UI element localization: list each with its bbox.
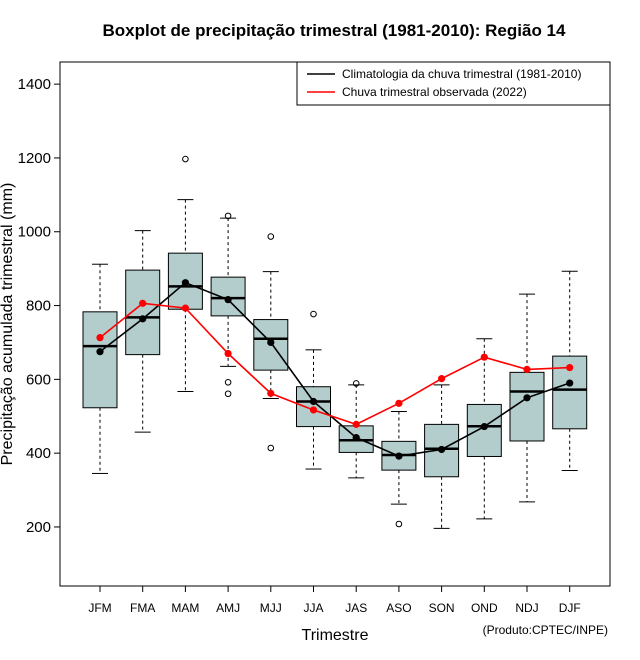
- series-point-climatologia: [96, 348, 104, 356]
- x-tick-label: JJA: [303, 601, 323, 615]
- series-point-observada: [267, 389, 275, 397]
- x-tick-label: MJJ: [260, 601, 282, 615]
- x-tick-label: JFM: [88, 601, 111, 615]
- series-point-climatologia: [523, 394, 531, 402]
- box-son: [424, 384, 460, 529]
- series-point-climatologia: [139, 315, 147, 323]
- series-point-observada: [523, 365, 531, 373]
- x-axis: JFM FMA MAM AMJ MJJ JJA JAS ASO SON OND NDJ DJF: [88, 586, 581, 615]
- y-tick-label: 800: [26, 298, 51, 315]
- series-point-climatologia: [352, 434, 360, 442]
- y-tick-label: 1000: [18, 224, 51, 241]
- box-aso: [381, 410, 417, 528]
- x-tick-label: ASO: [386, 601, 411, 615]
- series-line-climatologia: [99, 281, 570, 457]
- y-tick-label: 400: [26, 445, 51, 462]
- series-point-observada: [139, 299, 147, 307]
- legend-label-observada: Chuva trimestral observada (2022): [342, 85, 527, 99]
- box-iqr: [82, 311, 118, 409]
- series-point-climatologia: [566, 379, 574, 387]
- series-point-climatologia: [480, 422, 488, 431]
- series-point-observada: [480, 353, 488, 361]
- box-djf: [552, 270, 588, 471]
- y-tick-label: 1400: [18, 76, 51, 93]
- box-jas: [338, 380, 374, 479]
- box-jja: [296, 310, 331, 470]
- outlier-point: [267, 444, 275, 452]
- box-amj: [210, 212, 246, 398]
- credit-text: (Produto:CPTEC/INPE): [483, 623, 608, 637]
- y-axis-title: Precipitação acumulada trimestral (mm): [0, 183, 16, 466]
- series-point-observada: [395, 399, 403, 407]
- box-jfm: [82, 263, 118, 474]
- outlier-point: [224, 379, 232, 386]
- series-point-climatologia: [181, 279, 189, 287]
- box-mam: [167, 155, 203, 393]
- series-point-climatologia: [267, 338, 275, 347]
- series-point-observada: [181, 304, 189, 312]
- series-line-observada: [99, 302, 570, 426]
- y-tick-label: 200: [26, 519, 51, 536]
- outlier-point: [224, 212, 232, 220]
- legend-box: [296, 61, 611, 106]
- series-point-climatologia: [224, 296, 232, 304]
- series-point-observada: [438, 375, 446, 383]
- series-point-observada: [96, 334, 104, 342]
- series-point-observada: [352, 420, 360, 428]
- x-tick-label: OND: [471, 601, 498, 615]
- outlier-point: [224, 390, 232, 398]
- x-tick-label: NDJ: [515, 601, 538, 615]
- chart-title: Boxplot de precipitação trimestral (1981…: [103, 21, 566, 40]
- series-point-observada: [224, 349, 232, 358]
- series-point-climatologia: [395, 452, 403, 460]
- box-fma: [125, 230, 161, 433]
- x-tick-label: SON: [429, 601, 455, 615]
- series-point-climatologia: [438, 445, 446, 454]
- outlier-point: [395, 520, 403, 528]
- x-tick-label: MAM: [171, 601, 199, 615]
- outlier-point: [352, 380, 360, 387]
- x-tick-label: AMJ: [216, 601, 240, 615]
- outlier-point: [310, 310, 317, 318]
- series-point-climatologia: [309, 397, 318, 406]
- series-point-observada: [566, 363, 574, 372]
- series-layer: [96, 279, 574, 460]
- x-tick-label: JAS: [345, 601, 367, 615]
- x-axis-title: Trimestre: [302, 627, 369, 644]
- boxes-layer: [82, 155, 588, 529]
- x-tick-label: FMA: [130, 601, 155, 615]
- legend: Climatologia da chuva trimestral (1981-2…: [296, 61, 611, 106]
- legend-label-climatologia: Climatologia da chuva trimestral (1981-2…: [342, 67, 581, 81]
- outlier-point: [267, 233, 275, 240]
- box-iqr: [296, 386, 331, 428]
- outlier-point: [182, 155, 189, 163]
- series-point-observada: [309, 406, 318, 414]
- box-iqr: [466, 403, 502, 457]
- x-tick-label: DJF: [559, 601, 581, 615]
- y-tick-label: 1200: [18, 150, 51, 167]
- y-axis: 200 400 600 800 1000 1200 1400: [18, 76, 60, 536]
- y-tick-label: 600: [26, 371, 51, 388]
